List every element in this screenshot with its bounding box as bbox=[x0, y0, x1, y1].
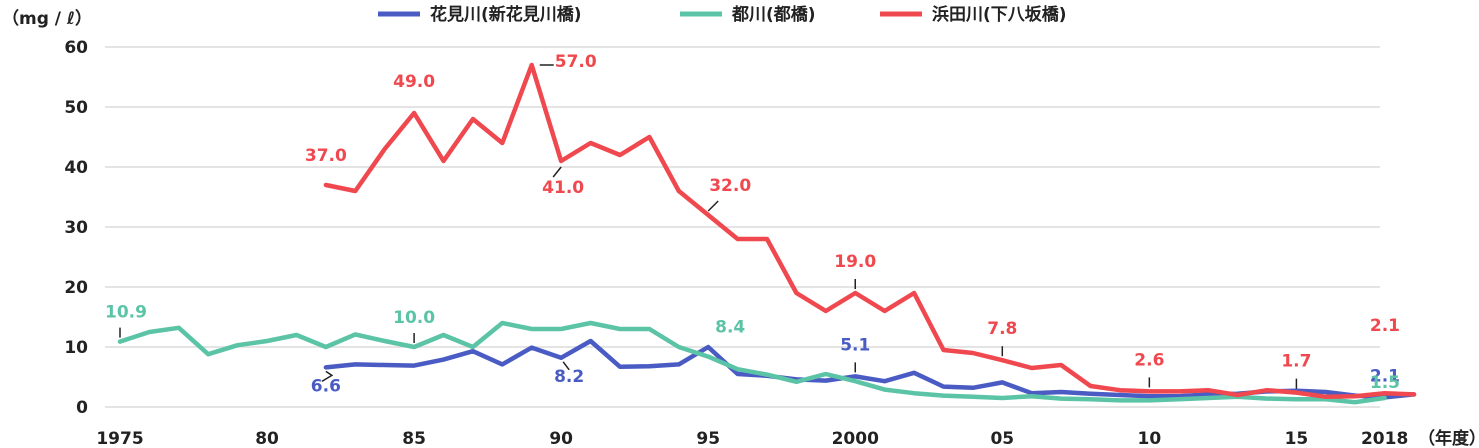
x-tick-label: 05 bbox=[990, 429, 1014, 448]
legend: 花見川(新花見川橋) 都川(都橋) 浜田川(下八坂橋) bbox=[378, 4, 1067, 25]
label-leader-line bbox=[562, 361, 570, 371]
label-leader-line bbox=[321, 370, 334, 383]
x-tick-label: 2018 bbox=[1361, 429, 1408, 448]
label-leader-line bbox=[552, 166, 562, 178]
legend-label: 都川(都橋) bbox=[731, 4, 816, 25]
x-tick-label: 1975 bbox=[96, 429, 143, 448]
x-tick-label: 15 bbox=[1285, 429, 1309, 448]
x-tick-label: 2000 bbox=[832, 429, 879, 448]
data-label: 49.0 bbox=[393, 72, 435, 92]
data-label: 8.4 bbox=[715, 318, 745, 338]
label-leader-line bbox=[707, 200, 719, 212]
x-tick-label: 95 bbox=[696, 429, 720, 448]
x-tick-label: 85 bbox=[402, 429, 426, 448]
data-label: 1.5 bbox=[1370, 373, 1400, 393]
y-tick-label: 10 bbox=[64, 338, 88, 358]
data-label: 2.1 bbox=[1370, 316, 1400, 336]
data-label: 2.1 bbox=[1370, 366, 1400, 386]
data-label: 5.1 bbox=[840, 335, 870, 355]
data-label: 2.6 bbox=[1134, 350, 1164, 370]
y-axis-unit-label: （mg / ℓ） bbox=[2, 8, 92, 29]
data-label: 10.9 bbox=[105, 303, 147, 323]
data-label: 6.6 bbox=[311, 376, 341, 396]
data-label: 37.0 bbox=[305, 146, 347, 166]
y-tick-label: 60 bbox=[64, 38, 88, 58]
legend-label: 花見川(新花見川橋) bbox=[430, 4, 582, 25]
y-tick-label: 40 bbox=[64, 158, 88, 178]
data-label: 41.0 bbox=[542, 178, 584, 198]
data-label: 1.7 bbox=[1281, 352, 1311, 372]
x-tick-label: 80 bbox=[255, 429, 279, 448]
data-label: 8.2 bbox=[554, 367, 584, 387]
y-tick-label: 20 bbox=[64, 278, 88, 298]
grid-lines bbox=[105, 46, 1380, 408]
data-label: 57.0 bbox=[555, 52, 597, 72]
legend-label: 浜田川(下八坂橋) bbox=[932, 4, 1067, 25]
y-tick-label: 50 bbox=[64, 98, 88, 118]
x-tick-label: 10 bbox=[1138, 429, 1162, 448]
y-axis-ticks: 0 10 20 30 40 50 60 bbox=[64, 38, 88, 418]
x-tick-label: 90 bbox=[549, 429, 573, 448]
data-label: 32.0 bbox=[709, 176, 751, 196]
series-line bbox=[323, 62, 1417, 400]
x-axis-year-suffix: （年度） bbox=[1418, 428, 1479, 448]
x-axis-ticks: 1975 80 85 90 95 2000 05 10 15 2018 bbox=[96, 429, 1408, 448]
y-tick-label: 0 bbox=[76, 398, 88, 418]
y-tick-label: 30 bbox=[64, 218, 88, 238]
series-lines bbox=[117, 62, 1417, 405]
series-line bbox=[117, 320, 1387, 405]
data-label: 19.0 bbox=[834, 252, 876, 272]
data-label: 10.0 bbox=[393, 308, 435, 328]
data-label: 7.8 bbox=[987, 319, 1017, 339]
data-labels: 6.6 8.2 5.1 2.1 10.9 10.0 8.4 1.5 37.0 49.0 57.0 41… bbox=[105, 52, 1400, 396]
